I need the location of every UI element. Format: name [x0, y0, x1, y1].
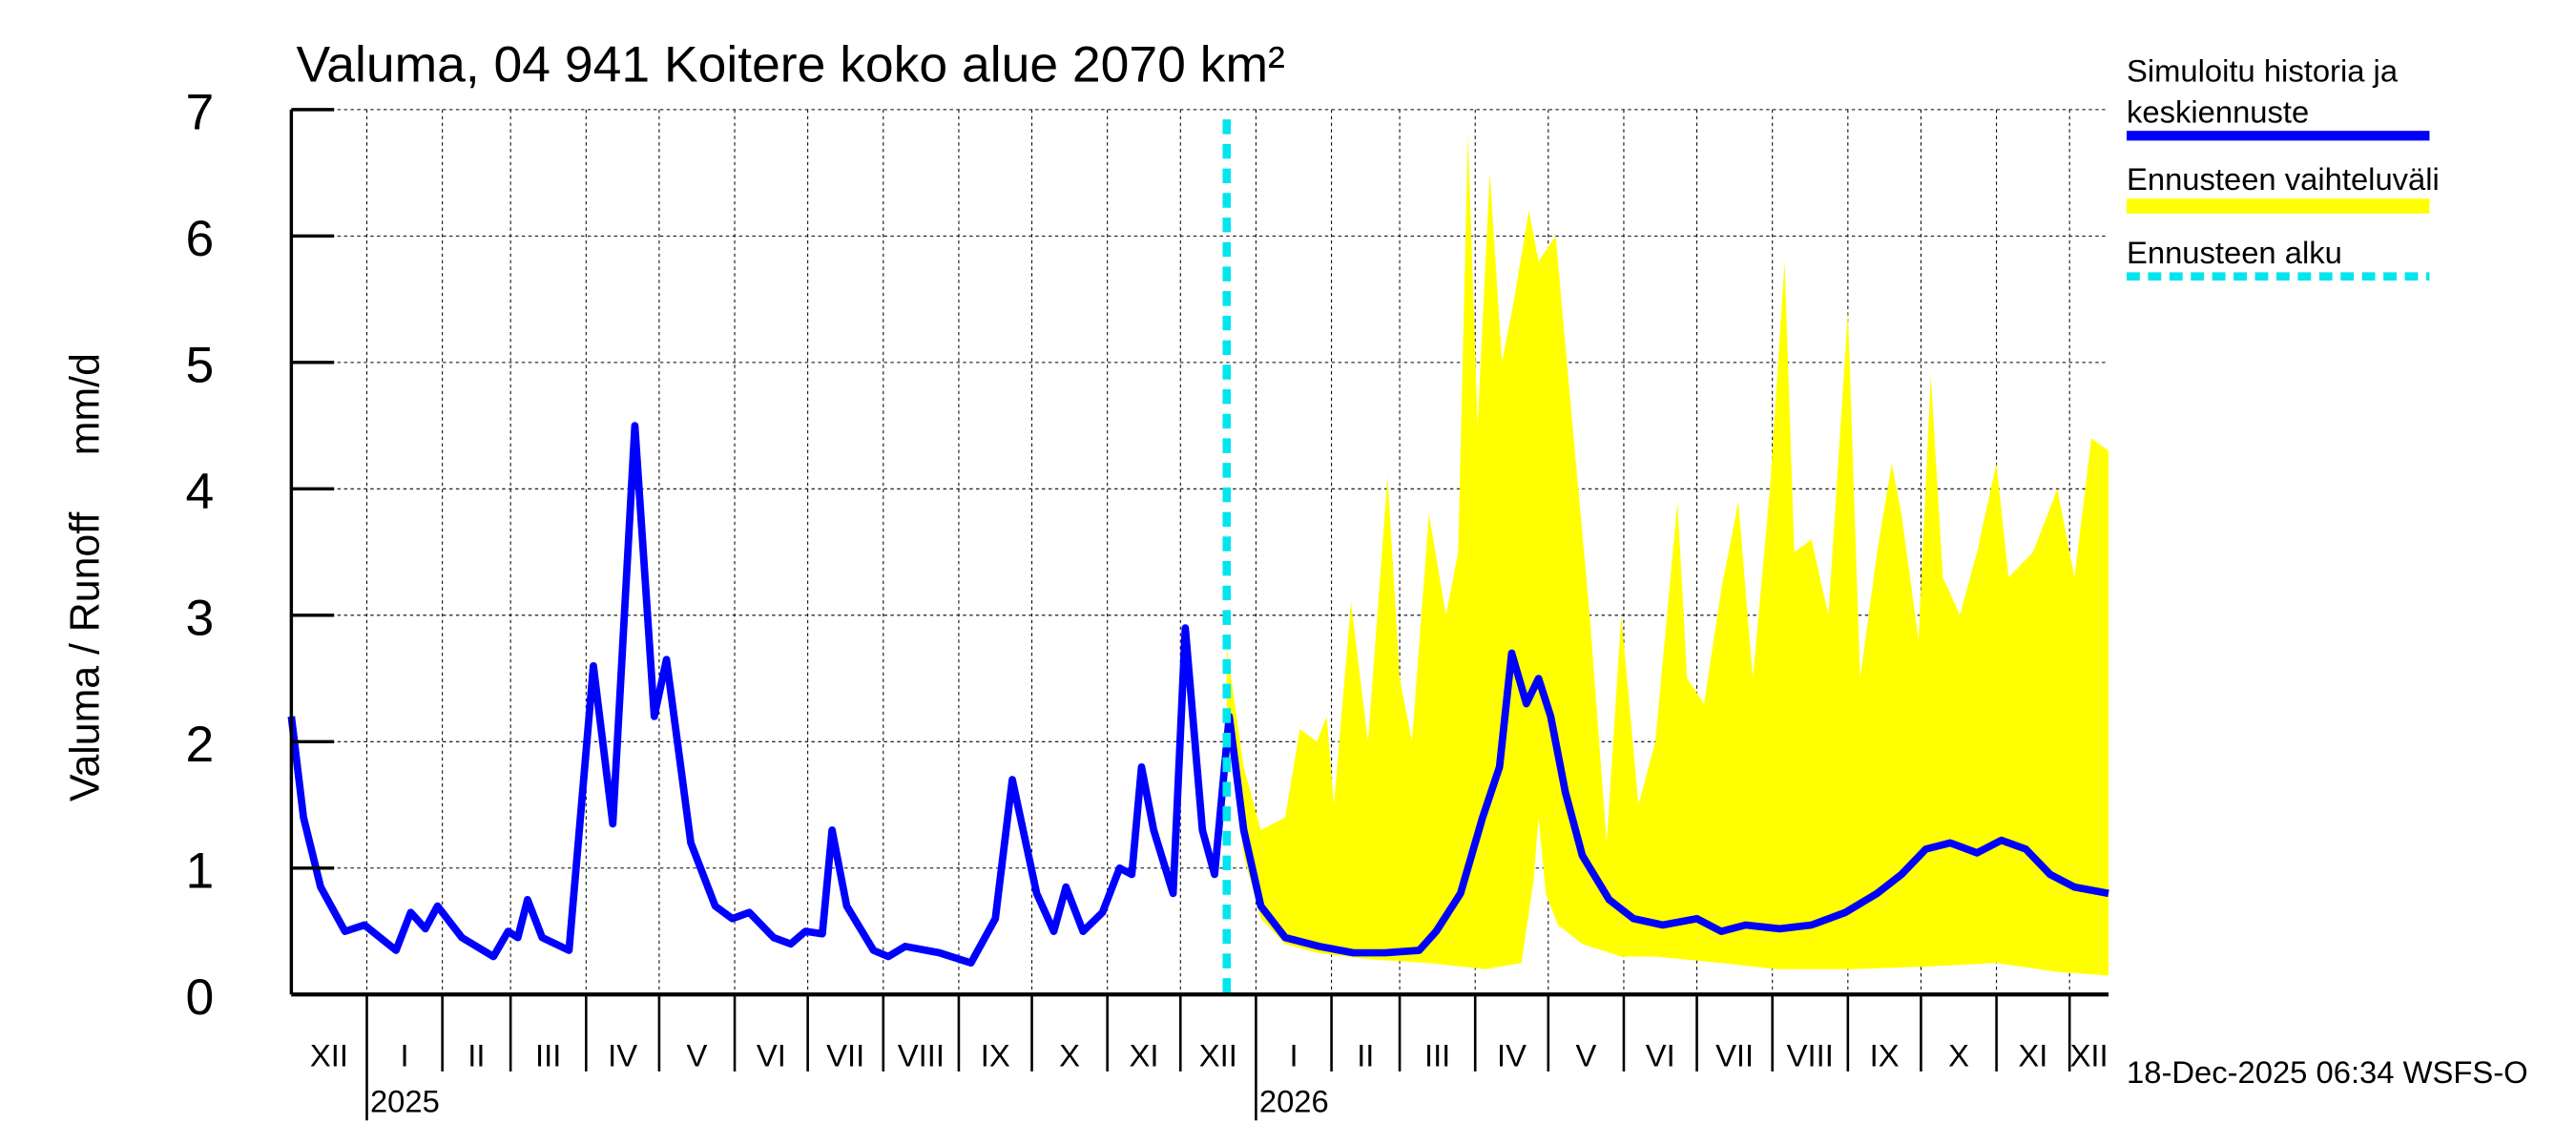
- year-label: 2026: [1259, 1084, 1329, 1119]
- y-tick-label: 5: [186, 338, 215, 394]
- forecast-range-band: [1226, 135, 2109, 976]
- y-tick-label: 0: [186, 969, 215, 1026]
- month-label: VII: [1715, 1038, 1754, 1073]
- legend-simulated-label-1: Simuloitu historia ja: [2127, 53, 2399, 89]
- legend-simulated-label-2: keskiennuste: [2127, 94, 2309, 130]
- y-tick-label: 4: [186, 464, 215, 520]
- month-label: IV: [608, 1038, 637, 1073]
- month-label: IX: [981, 1038, 1010, 1073]
- month-label: VIII: [898, 1038, 945, 1073]
- simulated-runoff-line: [287, 422, 2109, 968]
- grid: [291, 109, 2109, 995]
- y-tick-label: 6: [186, 211, 215, 267]
- y-tick-label: 2: [186, 717, 215, 773]
- y-axis-label: Valuma / Runoff mm/d: [62, 353, 108, 802]
- month-label: XI: [2018, 1038, 2047, 1073]
- legend-forecast-start-label: Ennusteen alku: [2127, 235, 2342, 270]
- month-label: III: [535, 1038, 561, 1073]
- month-label: VI: [1646, 1038, 1675, 1073]
- month-label: II: [1357, 1038, 1374, 1073]
- month-label: II: [467, 1038, 485, 1073]
- month-label: XI: [1129, 1038, 1158, 1073]
- legend: Simuloitu historia ja keskiennuste Ennus…: [2127, 53, 2440, 281]
- year-label: 2025: [370, 1084, 440, 1119]
- timestamp: 18-Dec-2025 06:34 WSFS-O: [2127, 1054, 2528, 1090]
- month-label: V: [687, 1038, 708, 1073]
- month-label: XII: [2070, 1038, 2109, 1073]
- month-label: VI: [757, 1038, 786, 1073]
- month-label: V: [1575, 1038, 1596, 1073]
- month-label: I: [1289, 1038, 1298, 1073]
- month-label: X: [1948, 1038, 1969, 1073]
- month-label: XII: [310, 1038, 348, 1073]
- month-label: VII: [826, 1038, 864, 1073]
- legend-range-label: Ennusteen vaihteluväli: [2127, 161, 2440, 197]
- y-tick-label: 7: [186, 85, 215, 141]
- month-label: I: [401, 1038, 409, 1073]
- month-label: XII: [1199, 1038, 1237, 1073]
- month-label: III: [1424, 1038, 1450, 1073]
- y-tick-label: 1: [186, 843, 215, 900]
- month-label: IV: [1497, 1038, 1527, 1073]
- chart-title: Valuma, 04 941 Koitere koko alue 2070 km…: [297, 37, 1285, 94]
- month-label: IX: [1870, 1038, 1900, 1073]
- month-label: VIII: [1787, 1038, 1834, 1073]
- month-label: X: [1059, 1038, 1080, 1073]
- y-tick-label: 3: [186, 591, 215, 647]
